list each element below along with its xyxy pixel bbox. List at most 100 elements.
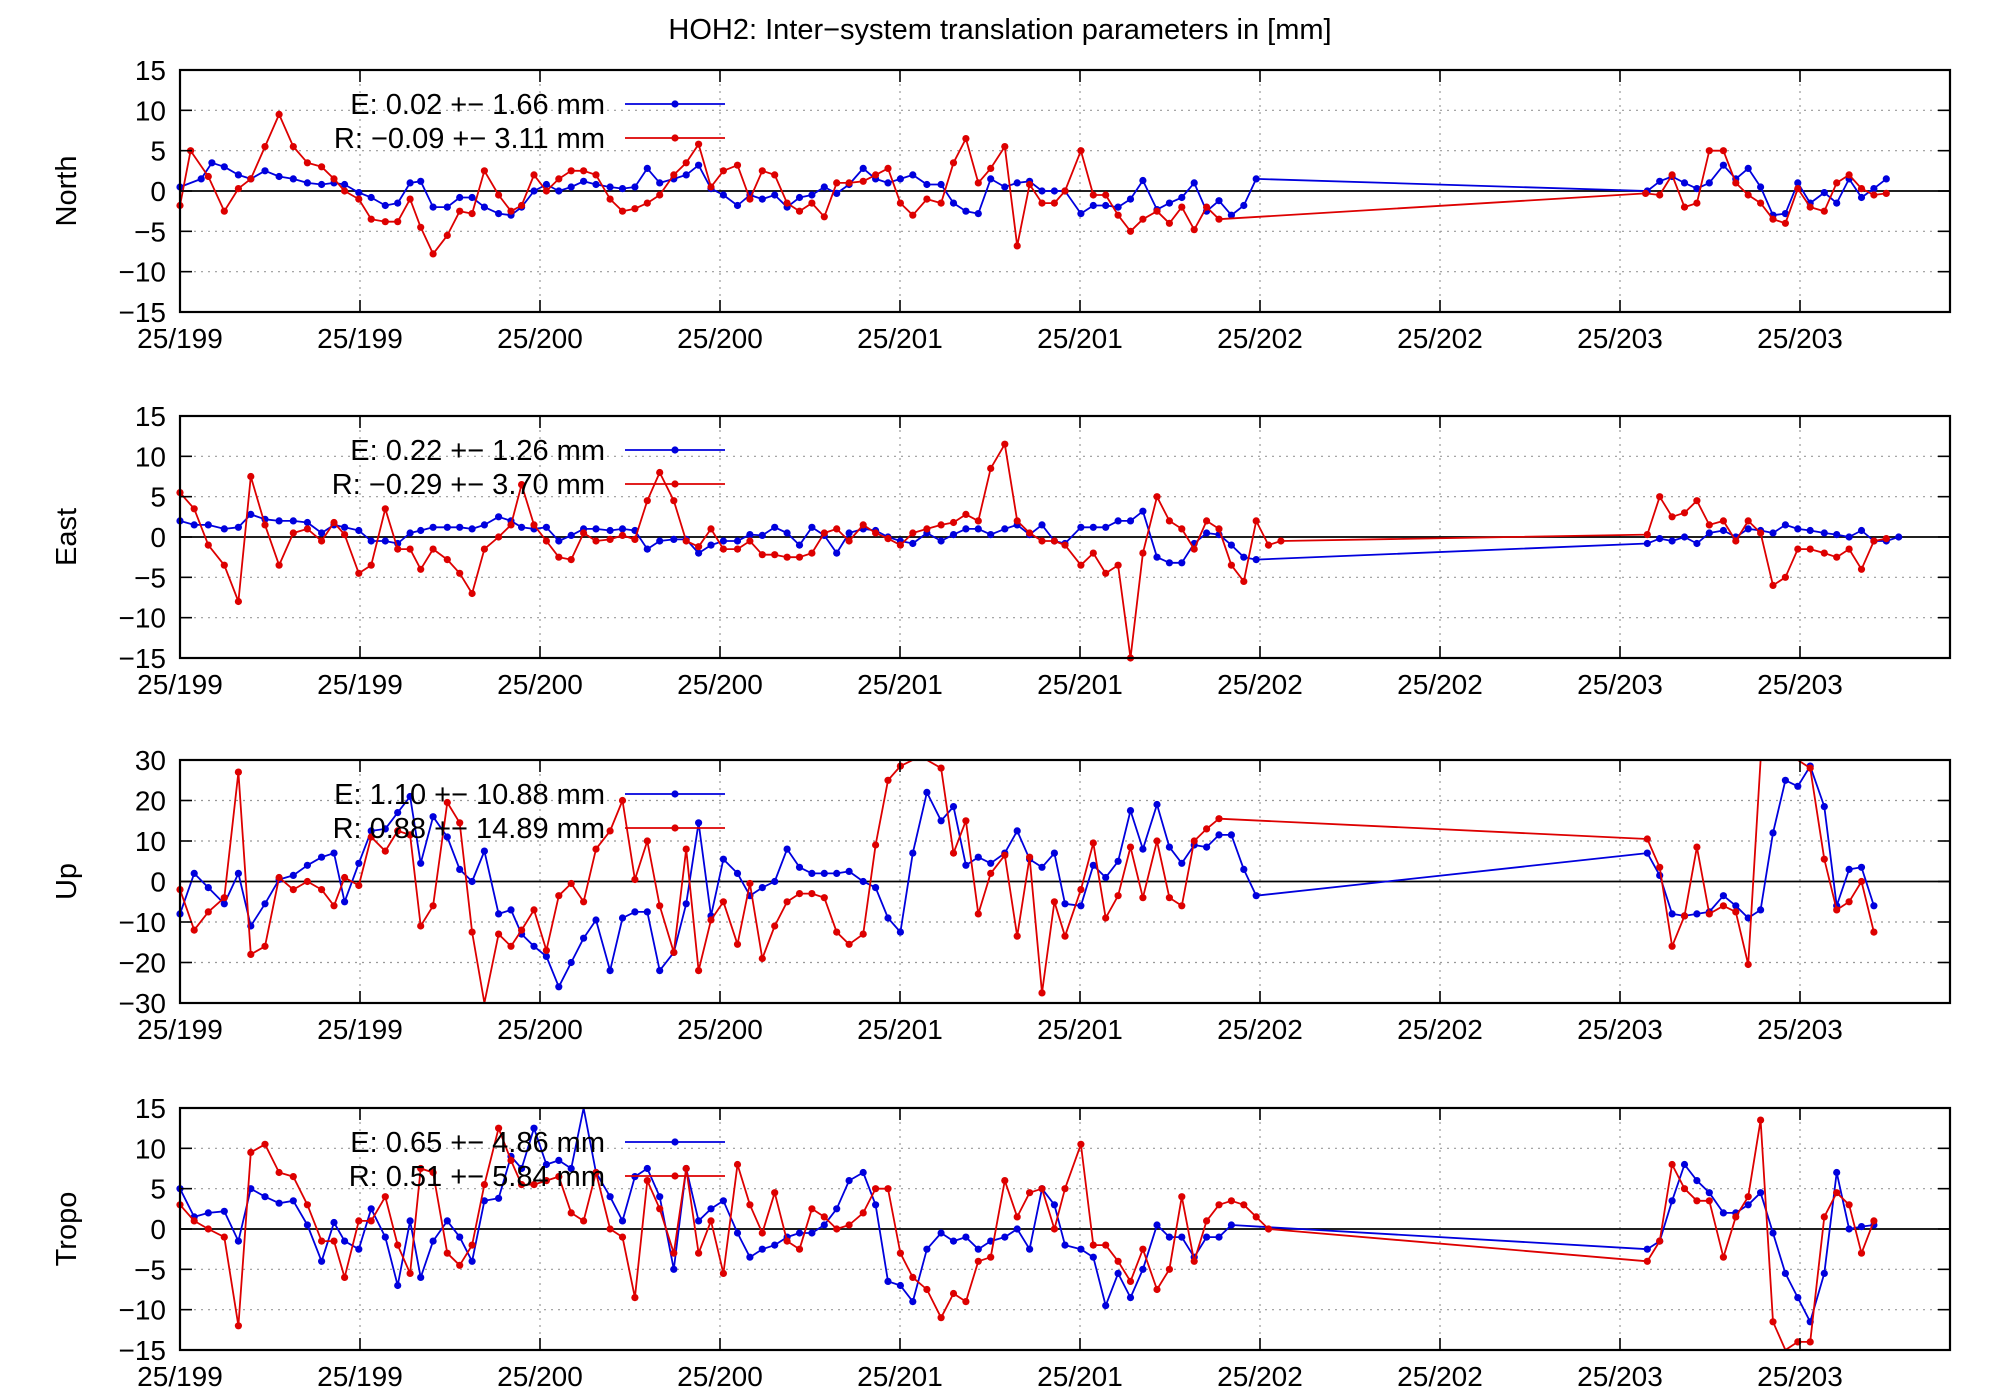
data-point-e: [820, 1221, 828, 1229]
data-point-e: [949, 531, 958, 539]
data-point-e: [1139, 1265, 1147, 1273]
data-point-e: [1153, 800, 1161, 809]
y-tick-label: −15: [119, 1335, 167, 1366]
data-point-e: [643, 164, 651, 172]
data-point-r: [443, 231, 451, 239]
data-point-e: [567, 183, 575, 191]
data-point-r: [1126, 1277, 1135, 1285]
data-point-r: [682, 845, 690, 853]
data-point-r: [783, 553, 791, 561]
data-point-r: [1240, 577, 1248, 586]
data-point-r: [1833, 1189, 1841, 1197]
data-point-r: [1820, 855, 1828, 863]
data-point-r: [631, 205, 639, 213]
data-point-e: [1680, 1160, 1689, 1169]
data-point-r: [1126, 843, 1135, 851]
y-tick-label: 30: [135, 745, 166, 776]
data-point-r: [1744, 517, 1752, 525]
data-point-r: [923, 1285, 931, 1294]
data-point-r: [443, 1249, 451, 1257]
data-point-r: [1719, 902, 1727, 910]
data-point-e: [1845, 865, 1853, 874]
data-point-r: [1668, 513, 1676, 521]
data-point-e: [974, 853, 982, 861]
data-point-r: [1139, 215, 1147, 223]
data-point-e: [1719, 1209, 1727, 1217]
data-point-e: [1227, 211, 1235, 219]
data-point-r: [1820, 1213, 1828, 1221]
data-point-e: [656, 967, 664, 975]
data-point-e: [220, 1207, 228, 1215]
data-point-e: [406, 529, 414, 537]
data-point-e: [555, 187, 563, 195]
x-tick-label: 25/200: [497, 1014, 583, 1045]
data-point-r: [204, 1225, 212, 1233]
data-point-r: [606, 535, 614, 544]
data-point-r: [974, 179, 982, 187]
data-point-e: [643, 545, 651, 553]
data-point-e: [670, 535, 678, 544]
data-point-r: [1089, 839, 1097, 847]
data-point-e: [909, 539, 917, 548]
data-point-e: [670, 1265, 678, 1273]
data-point-r: [1870, 1217, 1878, 1225]
data-point-e: [783, 529, 791, 537]
data-point-r: [695, 1249, 703, 1257]
data-point-r: [507, 942, 515, 950]
data-point-e: [381, 201, 389, 210]
data-point-e: [1215, 1233, 1223, 1241]
data-point-r: [341, 531, 349, 539]
y-axis-label: North: [51, 156, 83, 227]
data-point-r: [974, 517, 982, 525]
data-point-r: [987, 464, 995, 472]
data-point-e: [1038, 187, 1046, 195]
data-point-e: [1061, 1241, 1069, 1249]
data-point-r: [719, 898, 728, 906]
data-point-e: [872, 1201, 880, 1209]
data-point-r: [1769, 215, 1777, 223]
data-point-e: [974, 1245, 982, 1253]
data-point-r: [289, 1173, 297, 1181]
data-point-r: [1680, 203, 1689, 211]
data-point-r: [1139, 894, 1147, 902]
data-point-e: [220, 525, 228, 533]
data-point-e: [367, 193, 375, 202]
data-point-r: [746, 879, 754, 888]
data-point-r: [480, 167, 488, 175]
legend-label: E: 1.10 +− 10.88 mm: [334, 779, 605, 811]
data-point-e: [820, 183, 828, 191]
data-point-e: [580, 934, 588, 942]
data-point-e: [1680, 179, 1689, 187]
data-point-r: [555, 1173, 563, 1181]
data-point-r: [429, 545, 437, 553]
data-point-r: [949, 849, 958, 857]
data-point-e: [1833, 1168, 1841, 1177]
data-point-r: [962, 135, 970, 143]
x-tick-label: 25/203: [1577, 669, 1663, 700]
data-point-r: [643, 199, 651, 207]
y-tick-label: −10: [119, 257, 167, 288]
data-point-r: [495, 930, 503, 938]
data-point-r: [406, 831, 414, 839]
data-point-r: [1833, 553, 1841, 561]
data-point-e: [1719, 892, 1727, 900]
data-point-r: [808, 199, 816, 207]
data-point-r: [1139, 549, 1147, 557]
data-point-r: [656, 191, 664, 199]
data-point-r: [974, 910, 982, 918]
x-tick-label: 25/199: [137, 1361, 223, 1392]
data-point-e: [1165, 559, 1173, 567]
data-point-e: [341, 1237, 349, 1245]
data-point-e: [394, 1281, 402, 1290]
y-tick-label: −10: [119, 1295, 167, 1326]
data-point-r: [1794, 185, 1802, 193]
data-point-e: [303, 1221, 311, 1229]
data-point-r: [618, 1233, 627, 1241]
data-point-e: [1757, 1189, 1765, 1197]
data-point-r: [808, 1205, 816, 1213]
data-point-e: [234, 869, 242, 878]
x-tick-label: 25/201: [857, 669, 943, 700]
x-tick-label: 25/200: [677, 323, 763, 354]
data-point-r: [1203, 517, 1211, 525]
data-point-r: [275, 1168, 283, 1177]
